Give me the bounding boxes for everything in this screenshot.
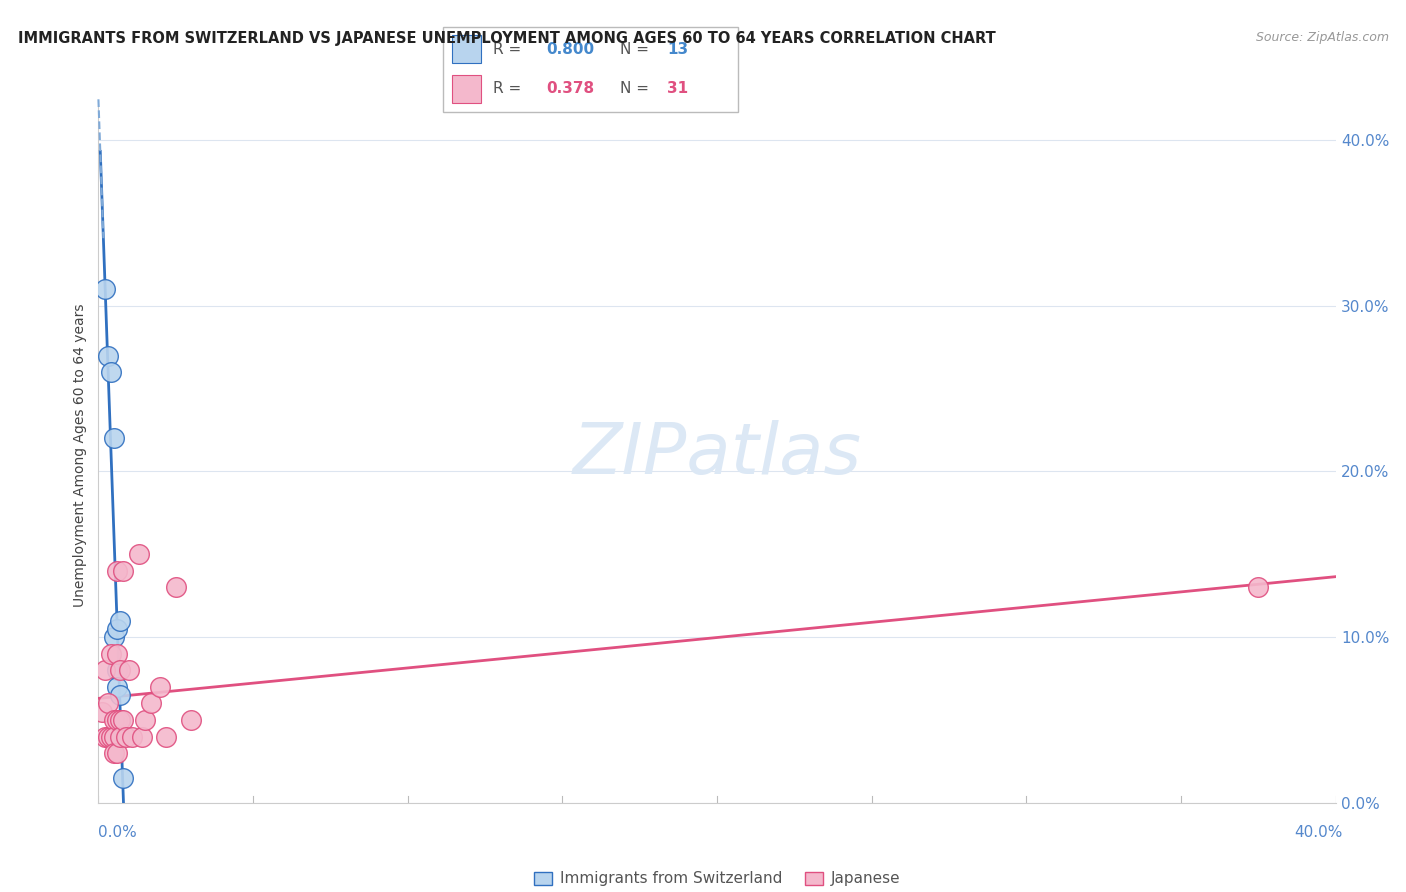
Text: R =: R = bbox=[494, 42, 526, 57]
Legend: Immigrants from Switzerland, Japanese: Immigrants from Switzerland, Japanese bbox=[527, 865, 907, 892]
Text: 0.0%: 0.0% bbox=[98, 825, 138, 840]
Point bbox=[112, 771, 135, 785]
Text: 0.800: 0.800 bbox=[546, 42, 595, 57]
FancyBboxPatch shape bbox=[443, 27, 738, 112]
Point bbox=[108, 614, 131, 628]
Point bbox=[105, 713, 128, 727]
Text: N =: N = bbox=[620, 81, 654, 96]
Point bbox=[97, 697, 120, 711]
Text: 13: 13 bbox=[668, 42, 689, 57]
Point bbox=[139, 697, 162, 711]
FancyBboxPatch shape bbox=[451, 75, 481, 103]
Point bbox=[108, 663, 131, 677]
Text: 31: 31 bbox=[668, 81, 689, 96]
Point bbox=[105, 746, 128, 760]
Text: N =: N = bbox=[620, 42, 654, 57]
Point bbox=[180, 713, 202, 727]
Text: IMMIGRANTS FROM SWITZERLAND VS JAPANESE UNEMPLOYMENT AMONG AGES 60 TO 64 YEARS C: IMMIGRANTS FROM SWITZERLAND VS JAPANESE … bbox=[18, 31, 995, 46]
Point bbox=[155, 730, 177, 744]
FancyBboxPatch shape bbox=[451, 36, 481, 63]
Point bbox=[131, 730, 153, 744]
Point bbox=[121, 730, 143, 744]
Point bbox=[93, 282, 115, 296]
Point bbox=[93, 730, 115, 744]
Point bbox=[115, 730, 138, 744]
Point bbox=[165, 581, 187, 595]
Text: R =: R = bbox=[494, 81, 526, 96]
Y-axis label: Unemployment Among Ages 60 to 64 years: Unemployment Among Ages 60 to 64 years bbox=[73, 303, 87, 607]
Text: ZIPatlas: ZIPatlas bbox=[572, 420, 862, 490]
Point bbox=[134, 713, 156, 727]
Point bbox=[112, 564, 135, 578]
Point bbox=[97, 730, 120, 744]
Point bbox=[100, 730, 122, 744]
Point bbox=[108, 730, 131, 744]
Point bbox=[105, 663, 128, 677]
Point bbox=[93, 663, 115, 677]
Point bbox=[149, 680, 172, 694]
Point bbox=[103, 730, 125, 744]
Point bbox=[103, 431, 125, 445]
Point bbox=[112, 713, 135, 727]
Text: 40.0%: 40.0% bbox=[1295, 825, 1343, 840]
Point bbox=[103, 713, 125, 727]
Point bbox=[108, 730, 131, 744]
Text: 0.378: 0.378 bbox=[546, 81, 595, 96]
Point bbox=[105, 622, 128, 636]
Text: Source: ZipAtlas.com: Source: ZipAtlas.com bbox=[1256, 31, 1389, 45]
Point bbox=[1247, 581, 1270, 595]
Point bbox=[108, 688, 131, 702]
Point bbox=[103, 746, 125, 760]
Point bbox=[105, 564, 128, 578]
Point bbox=[105, 680, 128, 694]
Point bbox=[100, 365, 122, 379]
Point bbox=[97, 349, 120, 363]
Point bbox=[105, 647, 128, 661]
Point bbox=[90, 705, 112, 719]
Point bbox=[118, 663, 141, 677]
Point bbox=[108, 713, 131, 727]
Point bbox=[108, 713, 131, 727]
Point bbox=[128, 547, 150, 561]
Point bbox=[103, 630, 125, 644]
Point bbox=[100, 647, 122, 661]
